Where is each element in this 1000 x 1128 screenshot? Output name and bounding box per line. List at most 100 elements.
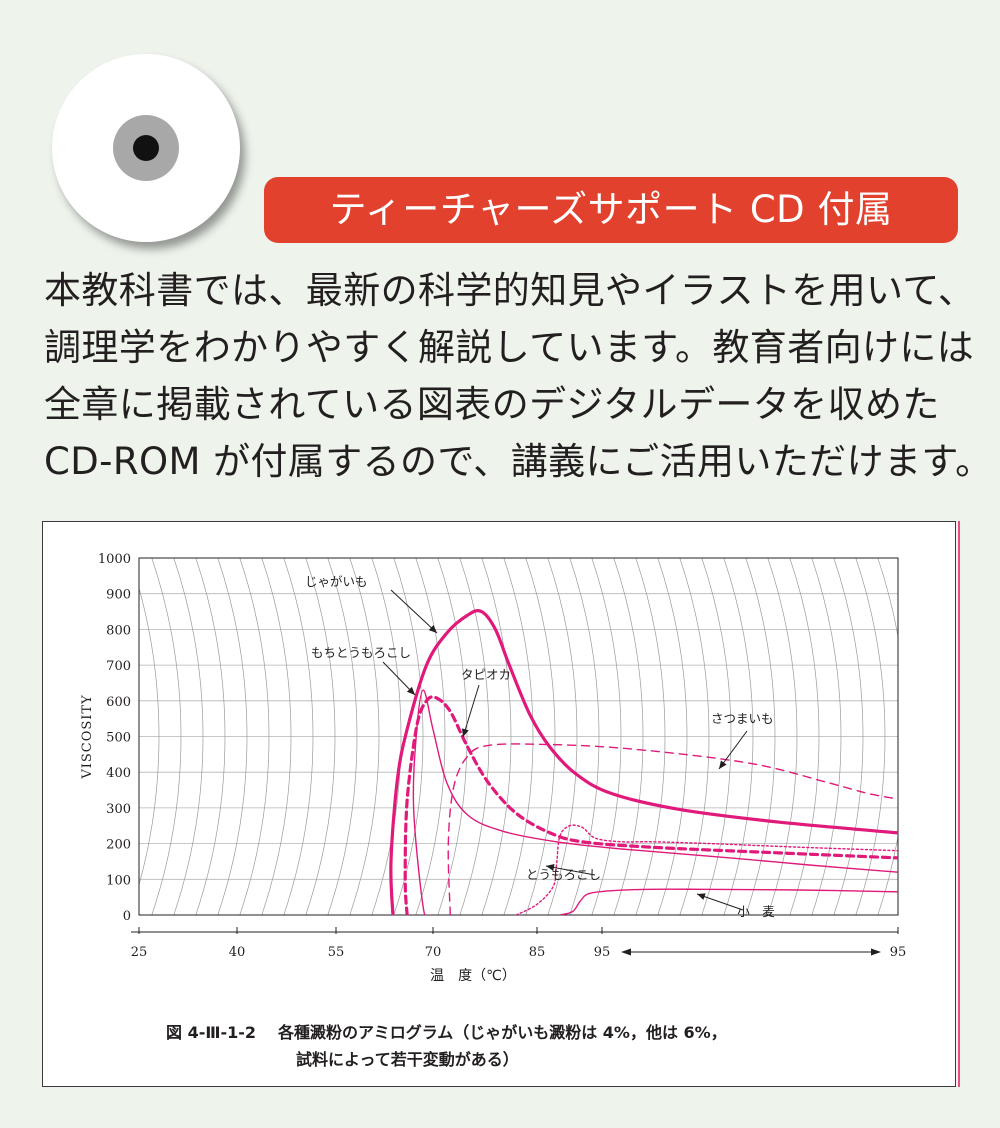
cd-disc-icon — [52, 54, 240, 242]
x-tick-label: 85 — [529, 945, 546, 960]
x-tick-label: 40 — [229, 945, 246, 960]
y-tick-label: 200 — [106, 838, 131, 853]
hold-arrow-right — [871, 948, 881, 956]
grid-arc — [940, 548, 957, 925]
annotation-label: とうもろこし — [526, 867, 601, 882]
grid-arc — [151, 558, 182, 915]
x-tick-label: 55 — [328, 945, 345, 960]
intro-line: 本教科書では、最新の科学的知見やイラストを用いて、 — [44, 269, 976, 312]
grid-arc — [139, 587, 160, 886]
grid-arc — [173, 558, 204, 915]
annotation-arrow-head — [406, 686, 415, 695]
annotation-label: さつまいも — [711, 711, 774, 726]
grid-arc — [657, 558, 688, 915]
grid-arc — [195, 558, 226, 915]
caption-line2: 試料によって若干変動がある） — [296, 1050, 519, 1069]
grid-arc — [918, 548, 951, 925]
grid-arc — [591, 558, 622, 915]
annotation-arrow-line — [696, 893, 744, 911]
grid-arc — [261, 558, 292, 915]
grid-arc — [525, 558, 556, 915]
grid-arc — [503, 558, 534, 915]
grid-arc — [855, 558, 886, 915]
grid-arc — [723, 558, 754, 915]
annotation-label: じゃがいも — [305, 574, 368, 589]
annotation-arrow-head — [462, 728, 469, 737]
intro-line: CD-ROM が付属するので、講義にご活用いただけます。 — [44, 440, 993, 483]
annotation-label: 小 麦 — [737, 904, 775, 919]
grid-arc — [437, 558, 468, 915]
plot-frame — [138, 557, 899, 916]
grid-arc — [569, 558, 600, 915]
teacher-support-banner: ティーチャーズサポート CD 付属 — [264, 177, 958, 243]
hold-arrow-left — [621, 948, 631, 956]
x-tick-label: 25 — [131, 945, 148, 960]
annotation-arrow-head — [719, 760, 727, 769]
grid-arc — [613, 558, 644, 915]
grid-arc — [547, 558, 578, 915]
grid-arc — [349, 558, 380, 915]
series-line — [403, 695, 898, 915]
y-tick-label: 500 — [106, 731, 131, 746]
page-edge-mark — [958, 521, 960, 1087]
grid-arc — [745, 558, 776, 915]
grid-arc — [877, 558, 898, 915]
cd-ring — [113, 115, 179, 181]
amylogram-chart: 0 100 200 300 400 500 600 700 800 900 1000 VISCOSIT… — [43, 548, 957, 984]
y-tick-label: 300 — [106, 802, 131, 817]
grid-arc — [635, 558, 666, 915]
grid-lines — [43, 548, 957, 925]
annotation-arrow-head — [546, 864, 555, 871]
series-line — [412, 689, 898, 915]
grid-arc — [701, 558, 732, 915]
y-tick-label: 600 — [106, 695, 131, 710]
grid-arc — [283, 558, 314, 915]
grid-arc — [43, 548, 71, 925]
grid-arc — [481, 558, 512, 915]
y-tick-label: 800 — [106, 623, 131, 638]
y-tick-label: 0 — [123, 909, 131, 924]
cd-hole — [133, 135, 159, 161]
series-line — [559, 888, 898, 915]
intro-line: 全章に掲載されている図表のデジタルデータを収めた — [44, 383, 940, 426]
series-line — [389, 609, 898, 915]
series-line — [447, 743, 898, 915]
series-line — [515, 824, 898, 915]
grid-arc — [767, 558, 798, 915]
x-tick-label: 70 — [425, 945, 442, 960]
series-group — [389, 609, 898, 915]
annotation-arrow-head — [697, 893, 706, 900]
figure-caption: 図 4-Ⅲ-1-2 各種澱粉のアミログラム（じゃがいも澱粉は 4%，他は 6%， … — [166, 1019, 727, 1073]
grid-arc — [217, 558, 248, 915]
annotation-arrow-head — [428, 624, 437, 633]
annotation-arrow-line — [545, 865, 596, 876]
grid-arc — [415, 558, 446, 915]
intro-line: 調理学をわかりやすく解説しています。教育者向けには — [44, 326, 975, 369]
grid-arc — [371, 558, 402, 915]
y-tick-label: 1000 — [98, 552, 131, 567]
y-tick-label: 400 — [106, 766, 131, 781]
y-tick-label: 900 — [106, 588, 131, 603]
caption-line1: 各種澱粉のアミログラム（じゃがいも澱粉は 4%，他は 6%， — [278, 1023, 727, 1042]
intro-text: 本教科書では、最新の科学的知見やイラストを用いて、 調理学をわかりやすく解説して… — [44, 262, 993, 490]
annotation-arrow-line — [462, 684, 480, 738]
x-axis-label: 温 度（℃） — [430, 968, 516, 984]
grid-arc — [789, 558, 820, 915]
annotation-arrow-line — [390, 589, 438, 634]
x-tick-label: 95 — [594, 945, 611, 960]
annotation-label: タピオカ — [461, 667, 511, 682]
grid-arc — [459, 558, 490, 915]
grid-arc — [305, 558, 336, 915]
grid-arc — [327, 558, 358, 915]
grid-arc — [43, 548, 49, 925]
grid-arc — [833, 558, 864, 915]
grid-arc — [896, 548, 929, 925]
caption-number: 図 4-Ⅲ-1-2 — [166, 1023, 257, 1042]
grid-arc — [811, 558, 842, 915]
y-axis-label: VISCOSITY — [80, 694, 95, 779]
y-tick-label: 100 — [106, 873, 131, 888]
grid-arc — [679, 558, 710, 915]
x-tick-label: 95 — [890, 945, 907, 960]
amylogram-figure: 0 100 200 300 400 500 600 700 800 900 1000 VISCOSIT… — [42, 521, 956, 1087]
grid-arc — [239, 558, 270, 915]
